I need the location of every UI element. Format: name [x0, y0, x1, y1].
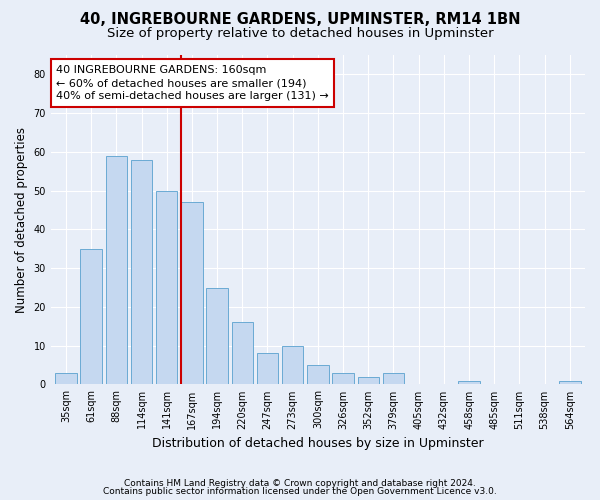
Bar: [332, 373, 354, 384]
Bar: [282, 346, 304, 385]
Bar: [458, 380, 480, 384]
Bar: [156, 190, 178, 384]
Y-axis label: Number of detached properties: Number of detached properties: [15, 126, 28, 312]
Text: 40, INGREBOURNE GARDENS, UPMINSTER, RM14 1BN: 40, INGREBOURNE GARDENS, UPMINSTER, RM14…: [80, 12, 520, 28]
Bar: [307, 365, 329, 384]
Bar: [559, 380, 581, 384]
Text: 40 INGREBOURNE GARDENS: 160sqm
← 60% of detached houses are smaller (194)
40% of: 40 INGREBOURNE GARDENS: 160sqm ← 60% of …: [56, 65, 329, 102]
Bar: [206, 288, 228, 384]
Text: Size of property relative to detached houses in Upminster: Size of property relative to detached ho…: [107, 28, 493, 40]
Bar: [181, 202, 203, 384]
Bar: [383, 373, 404, 384]
Bar: [257, 354, 278, 384]
Bar: [131, 160, 152, 384]
X-axis label: Distribution of detached houses by size in Upminster: Distribution of detached houses by size …: [152, 437, 484, 450]
Bar: [232, 322, 253, 384]
Bar: [55, 373, 77, 384]
Bar: [358, 376, 379, 384]
Text: Contains public sector information licensed under the Open Government Licence v3: Contains public sector information licen…: [103, 488, 497, 496]
Bar: [80, 249, 102, 384]
Bar: [106, 156, 127, 384]
Text: Contains HM Land Registry data © Crown copyright and database right 2024.: Contains HM Land Registry data © Crown c…: [124, 478, 476, 488]
